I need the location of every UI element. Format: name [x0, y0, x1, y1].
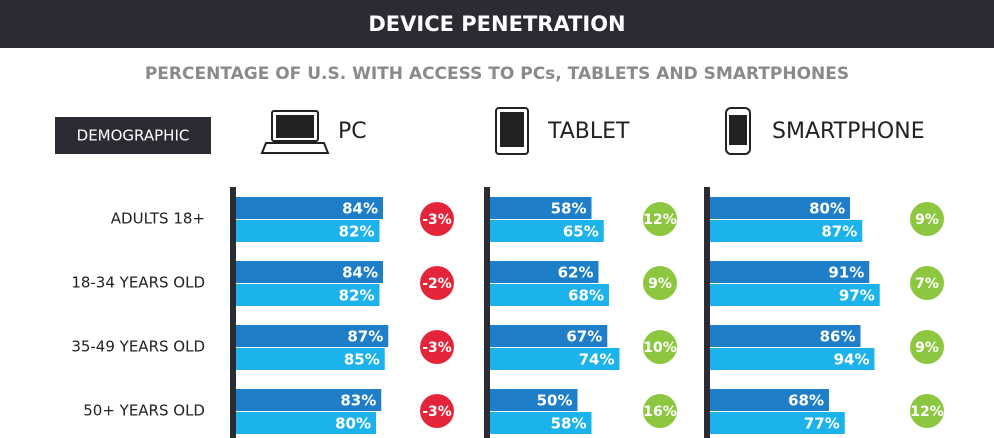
- bar-label: 83%: [340, 392, 376, 410]
- bar-label: 87%: [821, 223, 857, 241]
- category-label: ADULTS 18+: [111, 210, 205, 228]
- bar: [710, 197, 850, 219]
- category-label: 18-34 YEARS OLD: [71, 274, 205, 292]
- bar: [710, 389, 829, 411]
- bar: [490, 325, 608, 347]
- bar: [490, 197, 592, 219]
- bar: [490, 220, 604, 242]
- change-badge: [910, 266, 944, 300]
- change-label: 7%: [915, 276, 939, 292]
- bar: [236, 325, 389, 347]
- bar-label: 87%: [347, 328, 383, 346]
- bar: [710, 325, 861, 347]
- change-badge: [420, 266, 454, 300]
- bar: [490, 284, 609, 306]
- change-badge: [910, 202, 944, 236]
- bar-label: 58%: [551, 200, 587, 218]
- bar: [236, 412, 376, 434]
- axis-line: [230, 187, 236, 438]
- pc-icon: [260, 110, 330, 154]
- change-label: 9%: [915, 340, 939, 356]
- change-badge: [420, 394, 454, 428]
- bar-label: 58%: [551, 415, 587, 433]
- demographic-header: DEMOGRAPHIC: [77, 127, 190, 145]
- axis-line: [704, 187, 710, 438]
- bar-label: 84%: [342, 200, 378, 218]
- bar: [236, 197, 383, 219]
- demographic-box: [55, 117, 211, 154]
- bar: [710, 412, 845, 434]
- bar: [710, 348, 875, 370]
- bar: [490, 412, 592, 434]
- smartphone-icon: [725, 107, 751, 155]
- bar-label: 82%: [339, 287, 375, 305]
- change-label: 16%: [643, 404, 677, 420]
- bar-label: 77%: [804, 415, 840, 433]
- bar-label: 67%: [566, 328, 602, 346]
- bar-label: 82%: [339, 223, 375, 241]
- bar-label: 80%: [335, 415, 371, 433]
- bar: [710, 220, 863, 242]
- change-badge: [643, 394, 677, 428]
- category-label: 50+ YEARS OLD: [83, 402, 205, 420]
- bar-label: 97%: [839, 287, 875, 305]
- change-label: 12%: [910, 404, 944, 420]
- tablet-icon: [495, 107, 529, 155]
- change-badge: [643, 202, 677, 236]
- category-label: 35-49 YEARS OLD: [71, 338, 205, 356]
- change-badge: [910, 394, 944, 428]
- header-bar: [0, 0, 994, 48]
- bar: [490, 348, 620, 370]
- panel-title: PC: [338, 119, 367, 144]
- bar-label: 74%: [579, 351, 615, 369]
- change-badge: [420, 202, 454, 236]
- change-label: 9%: [915, 212, 939, 228]
- bar-label: 91%: [828, 264, 864, 282]
- bar-label: 84%: [342, 264, 378, 282]
- bar: [236, 220, 380, 242]
- change-label: 12%: [643, 212, 677, 228]
- bar-label: 94%: [834, 351, 870, 369]
- panel-title: SMARTPHONE: [772, 119, 925, 144]
- bar-label: 68%: [568, 287, 604, 305]
- panel-title: TABLET: [547, 119, 630, 144]
- axis-line: [484, 187, 490, 438]
- bar-label: 65%: [563, 223, 599, 241]
- bar-label: 62%: [558, 264, 594, 282]
- bar-label: 50%: [537, 392, 573, 410]
- bar: [236, 348, 385, 370]
- change-badge: [643, 266, 677, 300]
- bar-label: 80%: [809, 200, 845, 218]
- change-label: -3%: [422, 340, 452, 356]
- change-label: 10%: [643, 340, 677, 356]
- change-badge: [420, 330, 454, 364]
- change-label: 9%: [648, 276, 672, 292]
- bar-label: 85%: [344, 351, 380, 369]
- title: DEVICE PENETRATION: [368, 12, 625, 36]
- change-label: -3%: [422, 404, 452, 420]
- bar: [490, 389, 578, 411]
- bar-label: 68%: [788, 392, 824, 410]
- subtitle: PERCENTAGE OF U.S. WITH ACCESS TO PCs, T…: [145, 64, 849, 84]
- bar: [710, 261, 870, 283]
- bar: [236, 284, 380, 306]
- bar-label: 86%: [820, 328, 856, 346]
- bar: [710, 284, 880, 306]
- change-label: -2%: [422, 276, 452, 292]
- bar: [236, 261, 383, 283]
- change-label: -3%: [422, 212, 452, 228]
- change-badge: [910, 330, 944, 364]
- bar: [236, 389, 382, 411]
- bar: [490, 261, 599, 283]
- change-badge: [643, 330, 677, 364]
